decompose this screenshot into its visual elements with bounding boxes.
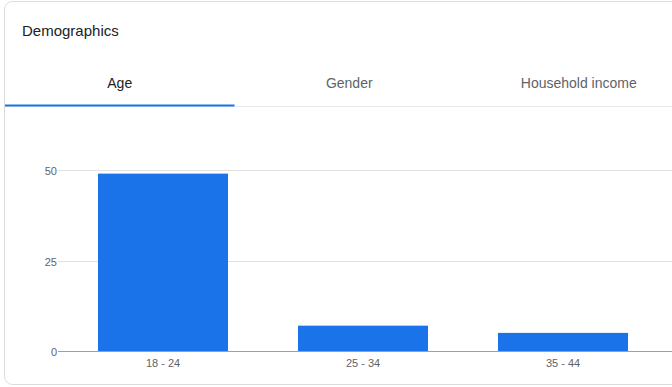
tick-mark xyxy=(58,170,63,171)
baseline xyxy=(63,351,672,352)
tab-label[interactable]: Household income xyxy=(521,75,637,91)
x-tick-label: 25 - 34 xyxy=(346,357,380,369)
x-tick-label: 18 - 24 xyxy=(146,357,180,369)
active-tab-indicator xyxy=(5,105,235,107)
bar xyxy=(298,326,428,351)
tick-mark xyxy=(58,351,63,352)
x-tick-label: 35 - 44 xyxy=(546,357,580,369)
demographics-card: Demographics Age Gender Household income 0 25… xyxy=(0,0,672,387)
y-tick-label: 50 xyxy=(45,165,57,177)
tab-label[interactable]: Age xyxy=(107,75,132,91)
grid-line xyxy=(63,170,672,171)
bars xyxy=(98,174,628,351)
y-tick-label: 25 xyxy=(45,256,57,268)
card-frame xyxy=(5,2,672,385)
tick-mark xyxy=(58,261,63,262)
bar xyxy=(498,333,628,351)
bar xyxy=(98,174,228,351)
y-tick-label: 0 xyxy=(51,346,57,358)
card-title: Demographics xyxy=(22,22,119,39)
tab-label[interactable]: Gender xyxy=(326,75,373,91)
